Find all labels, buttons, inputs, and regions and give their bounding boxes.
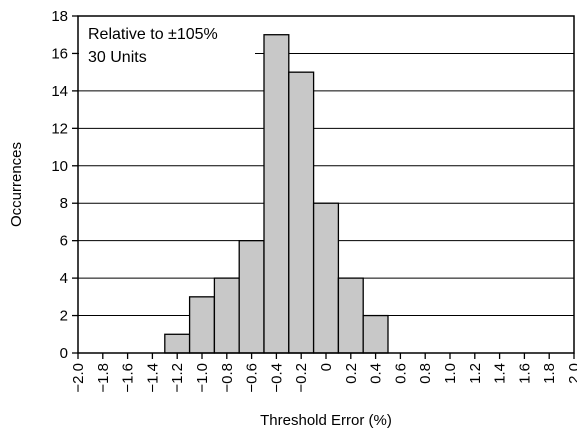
x-ticks: −2.0 −1.8 −1.6 −1.4 −1.2 −1.0 −0.8 −0.6 −0.4 −0.2… <box>70 353 577 393</box>
x-tick-label: 2.0 <box>566 363 577 384</box>
x-tick-label: −1.0 <box>194 363 211 393</box>
annotation-box: Relative to ±105% 30 Units <box>79 17 255 72</box>
x-tick-label: 0.2 <box>343 363 360 384</box>
histogram-bar <box>188 296 216 354</box>
x-tick-label: 1.8 <box>541 363 558 384</box>
annotation-line-2: 30 Units <box>88 49 147 66</box>
x-tick-label: 0.8 <box>417 363 434 384</box>
bars <box>164 34 389 354</box>
histogram-bar <box>312 202 340 354</box>
x-tick-label: −0.6 <box>244 363 261 393</box>
y-tick-label: 18 <box>51 8 68 25</box>
y-tick-label: 0 <box>60 345 68 362</box>
y-tick-label: 14 <box>51 83 68 100</box>
histogram-bar <box>213 277 240 354</box>
y-axis-label: Occurrences <box>8 142 25 227</box>
x-tick-label: −2.0 <box>70 363 87 393</box>
x-tick-label: −0.8 <box>219 363 236 393</box>
histogram-bar <box>288 71 315 354</box>
x-axis-label: Threshold Error (%) <box>260 412 392 429</box>
y-ticks: 0 2 4 6 8 10 12 14 16 18 <box>51 8 78 362</box>
x-tick-label: 0 <box>318 363 335 371</box>
histogram-bar <box>362 314 389 354</box>
histogram-bar <box>238 240 265 354</box>
x-tick-label: −1.6 <box>120 363 137 393</box>
y-tick-label: 10 <box>51 158 68 175</box>
histogram-bar <box>337 277 364 354</box>
y-tick-label: 16 <box>51 45 68 62</box>
x-tick-label: 1.2 <box>467 363 484 384</box>
x-tick-label: −1.4 <box>144 363 161 393</box>
x-tick-label: 1.4 <box>492 363 509 384</box>
annotation-background <box>79 17 255 72</box>
x-tick-label: −1.2 <box>169 363 186 393</box>
y-tick-label: 4 <box>60 270 68 287</box>
x-tick-label: −0.2 <box>293 363 310 393</box>
y-tick-label: 12 <box>51 120 68 137</box>
histogram-bar <box>164 333 191 354</box>
x-tick-label: 0.4 <box>368 363 385 384</box>
histogram-bar <box>263 34 290 354</box>
y-tick-label: 2 <box>60 308 68 325</box>
y-tick-label: 8 <box>60 195 68 212</box>
annotation-line-1: Relative to ±105% <box>88 26 218 43</box>
x-tick-label: 0.6 <box>392 363 409 384</box>
x-tick-label: −1.8 <box>95 363 112 393</box>
x-tick-label: 1.6 <box>516 363 533 384</box>
x-tick-label: −0.4 <box>268 363 285 393</box>
y-tick-label: 6 <box>60 233 68 250</box>
x-tick-label: 1.0 <box>442 363 459 384</box>
